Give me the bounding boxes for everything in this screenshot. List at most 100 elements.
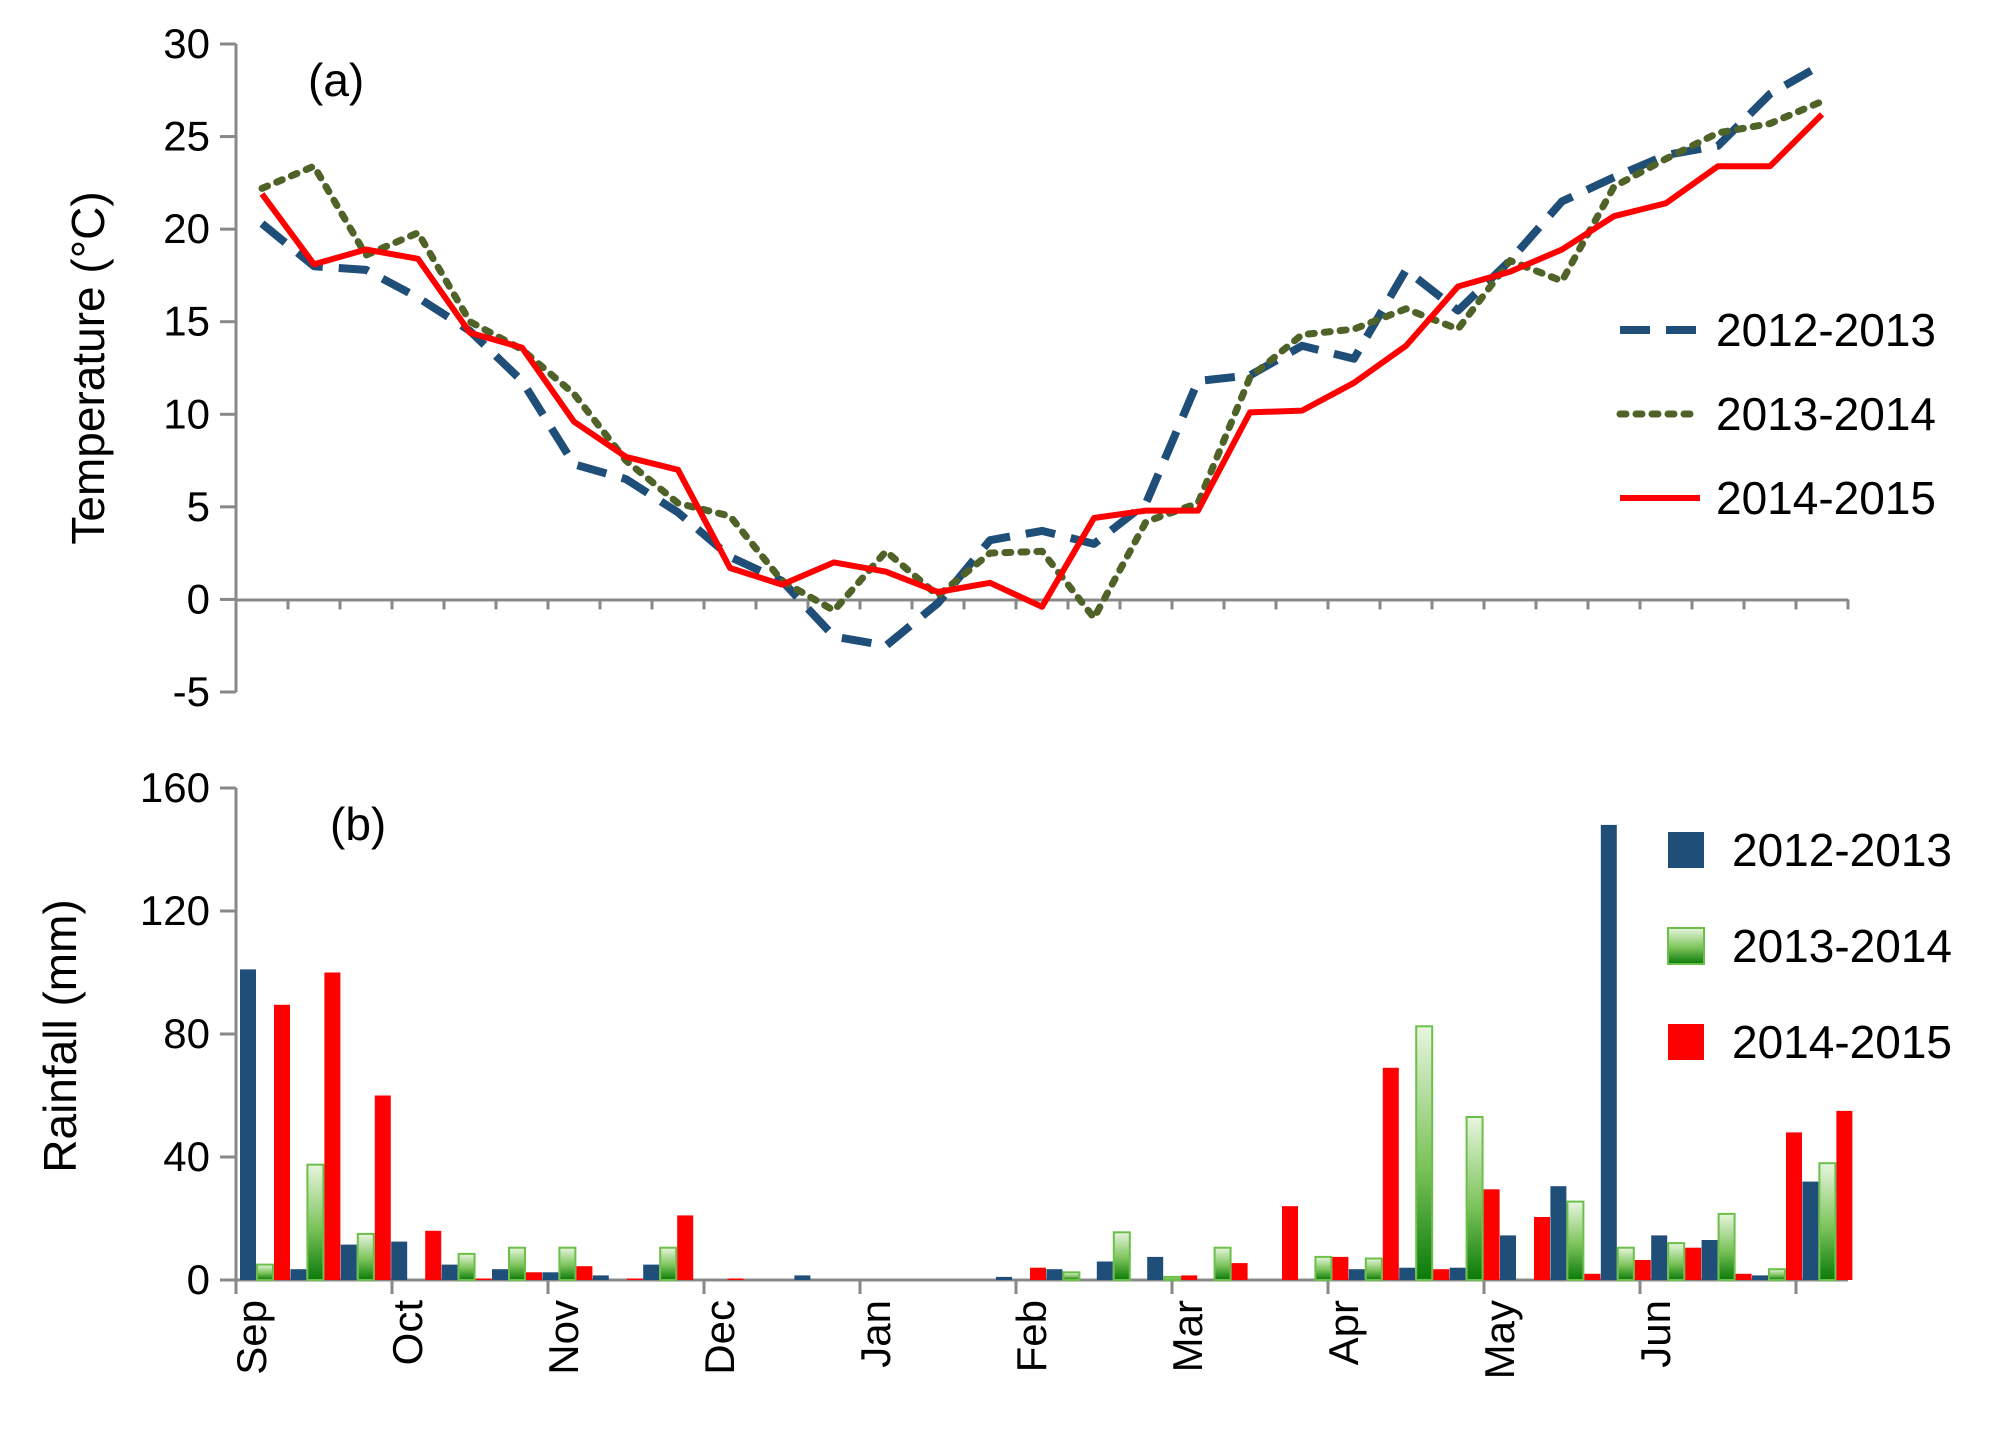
rain-bar-2012-2013 — [492, 1269, 508, 1280]
rainfall-bars — [240, 824, 1853, 1282]
rain-bar-2012-2013 — [441, 1264, 458, 1280]
rain-bar-2012-2013 — [1147, 1256, 1164, 1280]
legend-label: 2013-2014 — [1732, 920, 1952, 972]
y-tick-label: 15 — [163, 298, 210, 345]
rain-bar-2013-2014 — [256, 1263, 274, 1281]
rain-bar-2012-2013 — [1752, 1275, 1768, 1280]
rain-bar-2013-2014 — [558, 1246, 577, 1281]
rain-bar-2013-2014 — [1415, 1025, 1434, 1282]
rain-bar-2012-2013 — [1600, 824, 1617, 1280]
rain-bar-2014-2015 — [1030, 1267, 1046, 1280]
rain-bar-2014-2015 — [1786, 1132, 1802, 1280]
rain-bar-2014-2015 — [526, 1272, 542, 1280]
rain-bar-2013-2014 — [306, 1163, 325, 1281]
rain-bar-2014-2015 — [1433, 1269, 1450, 1280]
legend-swatch-2012-2013 — [1668, 832, 1704, 868]
rain-bar-2014-2015 — [1685, 1247, 1702, 1280]
rain-bar-2014-2015 — [1584, 1273, 1601, 1280]
month-label: Apr — [1320, 1300, 1367, 1365]
rain-bar-2013-2014 — [659, 1246, 678, 1281]
rain-bar-2013-2014 — [1616, 1246, 1635, 1281]
rain-bar-2014-2015 — [1282, 1206, 1298, 1280]
month-label: Jun — [1632, 1300, 1679, 1368]
rain-bar-2012-2013 — [643, 1264, 660, 1280]
legend-swatch-2013-2014 — [1667, 927, 1705, 965]
legend-label: 2012-2013 — [1732, 824, 1952, 876]
panel-label-a: (a) — [308, 54, 364, 106]
rain-bar-2013-2014 — [1213, 1246, 1232, 1281]
rain-bar-2012-2013 — [1096, 1261, 1113, 1280]
legend-label: 2013-2014 — [1716, 388, 1936, 440]
temperature-axis-title: Temperature (°C) — [62, 191, 114, 544]
rain-bar-2012-2013 — [794, 1275, 811, 1280]
legend-label: 2012-2013 — [1716, 304, 1936, 356]
rain-bar-2012-2013 — [290, 1269, 307, 1280]
rain-bar-2013-2014 — [457, 1252, 476, 1282]
y-tick-label: 0 — [187, 1256, 210, 1303]
rain-bar-2013-2014 — [1717, 1212, 1736, 1282]
rain-bar-2014-2015 — [274, 1004, 290, 1280]
rainfall-legend: 2012-2013 2013-2014 2014-2015 — [1667, 824, 1952, 1068]
month-label: Nov — [540, 1300, 587, 1375]
month-label: Jan — [852, 1300, 899, 1368]
legend-label: 2014-2015 — [1716, 472, 1936, 524]
temperature-line-2013-2014 — [258, 97, 1826, 622]
rainfall-axis-title: Rainfall (mm) — [34, 899, 86, 1172]
rain-bar-2012-2013 — [1550, 1186, 1567, 1280]
rain-bar-2013-2014 — [1818, 1162, 1837, 1281]
legend-swatch-2014-2015 — [1668, 1024, 1704, 1060]
rain-bar-2012-2013 — [1651, 1235, 1668, 1280]
month-label: Sep — [228, 1300, 275, 1375]
y-tick-label: 120 — [140, 887, 210, 934]
y-tick-label: 40 — [163, 1133, 210, 1180]
rain-bar-2014-2015 — [677, 1215, 694, 1280]
month-label: Feb — [1008, 1300, 1055, 1372]
rain-bar-2013-2014 — [1667, 1242, 1686, 1281]
rain-bar-2012-2013 — [1701, 1240, 1718, 1280]
y-tick-label: 30 — [163, 20, 210, 67]
rain-bar-2012-2013 — [240, 969, 256, 1280]
rain-bar-2014-2015 — [727, 1278, 744, 1280]
rain-bar-2013-2014 — [1062, 1271, 1081, 1282]
rainfall-ticks: 160 120 80 40 0 — [140, 764, 1798, 1303]
rain-bar-2014-2015 — [1534, 1217, 1550, 1280]
legend-label: 2014-2015 — [1732, 1016, 1952, 1068]
temperature-line-2012-2013 — [259, 60, 1824, 650]
rain-bar-2014-2015 — [626, 1278, 643, 1280]
rain-bar-2012-2013 — [1046, 1269, 1063, 1280]
rain-bar-2014-2015 — [475, 1278, 492, 1280]
rain-bar-2014-2015 — [576, 1266, 593, 1280]
rain-bar-2012-2013 — [542, 1272, 559, 1280]
month-label: Oct — [384, 1300, 431, 1366]
rain-bar-2013-2014 — [1163, 1275, 1182, 1282]
temperature-panel: 30 25 20 15 10 5 0 -5 (a) Temperature (°C) 2012… — [62, 20, 1936, 715]
rain-bar-2013-2014 — [1566, 1200, 1585, 1281]
y-tick-label: 10 — [163, 390, 210, 437]
rain-bar-2012-2013 — [391, 1241, 408, 1280]
y-tick-label: 160 — [140, 764, 210, 811]
temperature-legend: 2012-2013 2013-2014 2014-2015 — [1616, 304, 1936, 524]
rain-bar-2014-2015 — [1332, 1256, 1349, 1280]
y-tick-label: 0 — [187, 575, 210, 622]
rain-bar-2012-2013 — [996, 1276, 1012, 1280]
rain-bar-2014-2015 — [1231, 1263, 1248, 1280]
rain-bar-2013-2014 — [1314, 1255, 1333, 1282]
rain-bar-2013-2014 — [508, 1246, 526, 1281]
rain-bar-2012-2013 — [1449, 1267, 1466, 1280]
rain-bar-2014-2015 — [1634, 1260, 1651, 1280]
month-labels: Sep Oct Nov Dec Jan Feb Mar Apr May Jun — [228, 1300, 1679, 1380]
rain-bar-2014-2015 — [1483, 1189, 1500, 1280]
rain-bar-2013-2014 — [1112, 1231, 1131, 1282]
y-tick-label: 5 — [187, 483, 210, 530]
y-tick-label: 25 — [163, 113, 210, 160]
rain-bar-2013-2014 — [1465, 1116, 1484, 1281]
rain-bar-2012-2013 — [1348, 1269, 1365, 1280]
rain-bar-2012-2013 — [1399, 1267, 1416, 1280]
month-label: Mar — [1164, 1300, 1211, 1372]
rain-bar-2012-2013 — [1802, 1181, 1819, 1280]
rain-bar-2014-2015 — [1181, 1275, 1198, 1280]
rain-bar-2014-2015 — [425, 1230, 442, 1280]
month-label: May — [1476, 1300, 1523, 1379]
